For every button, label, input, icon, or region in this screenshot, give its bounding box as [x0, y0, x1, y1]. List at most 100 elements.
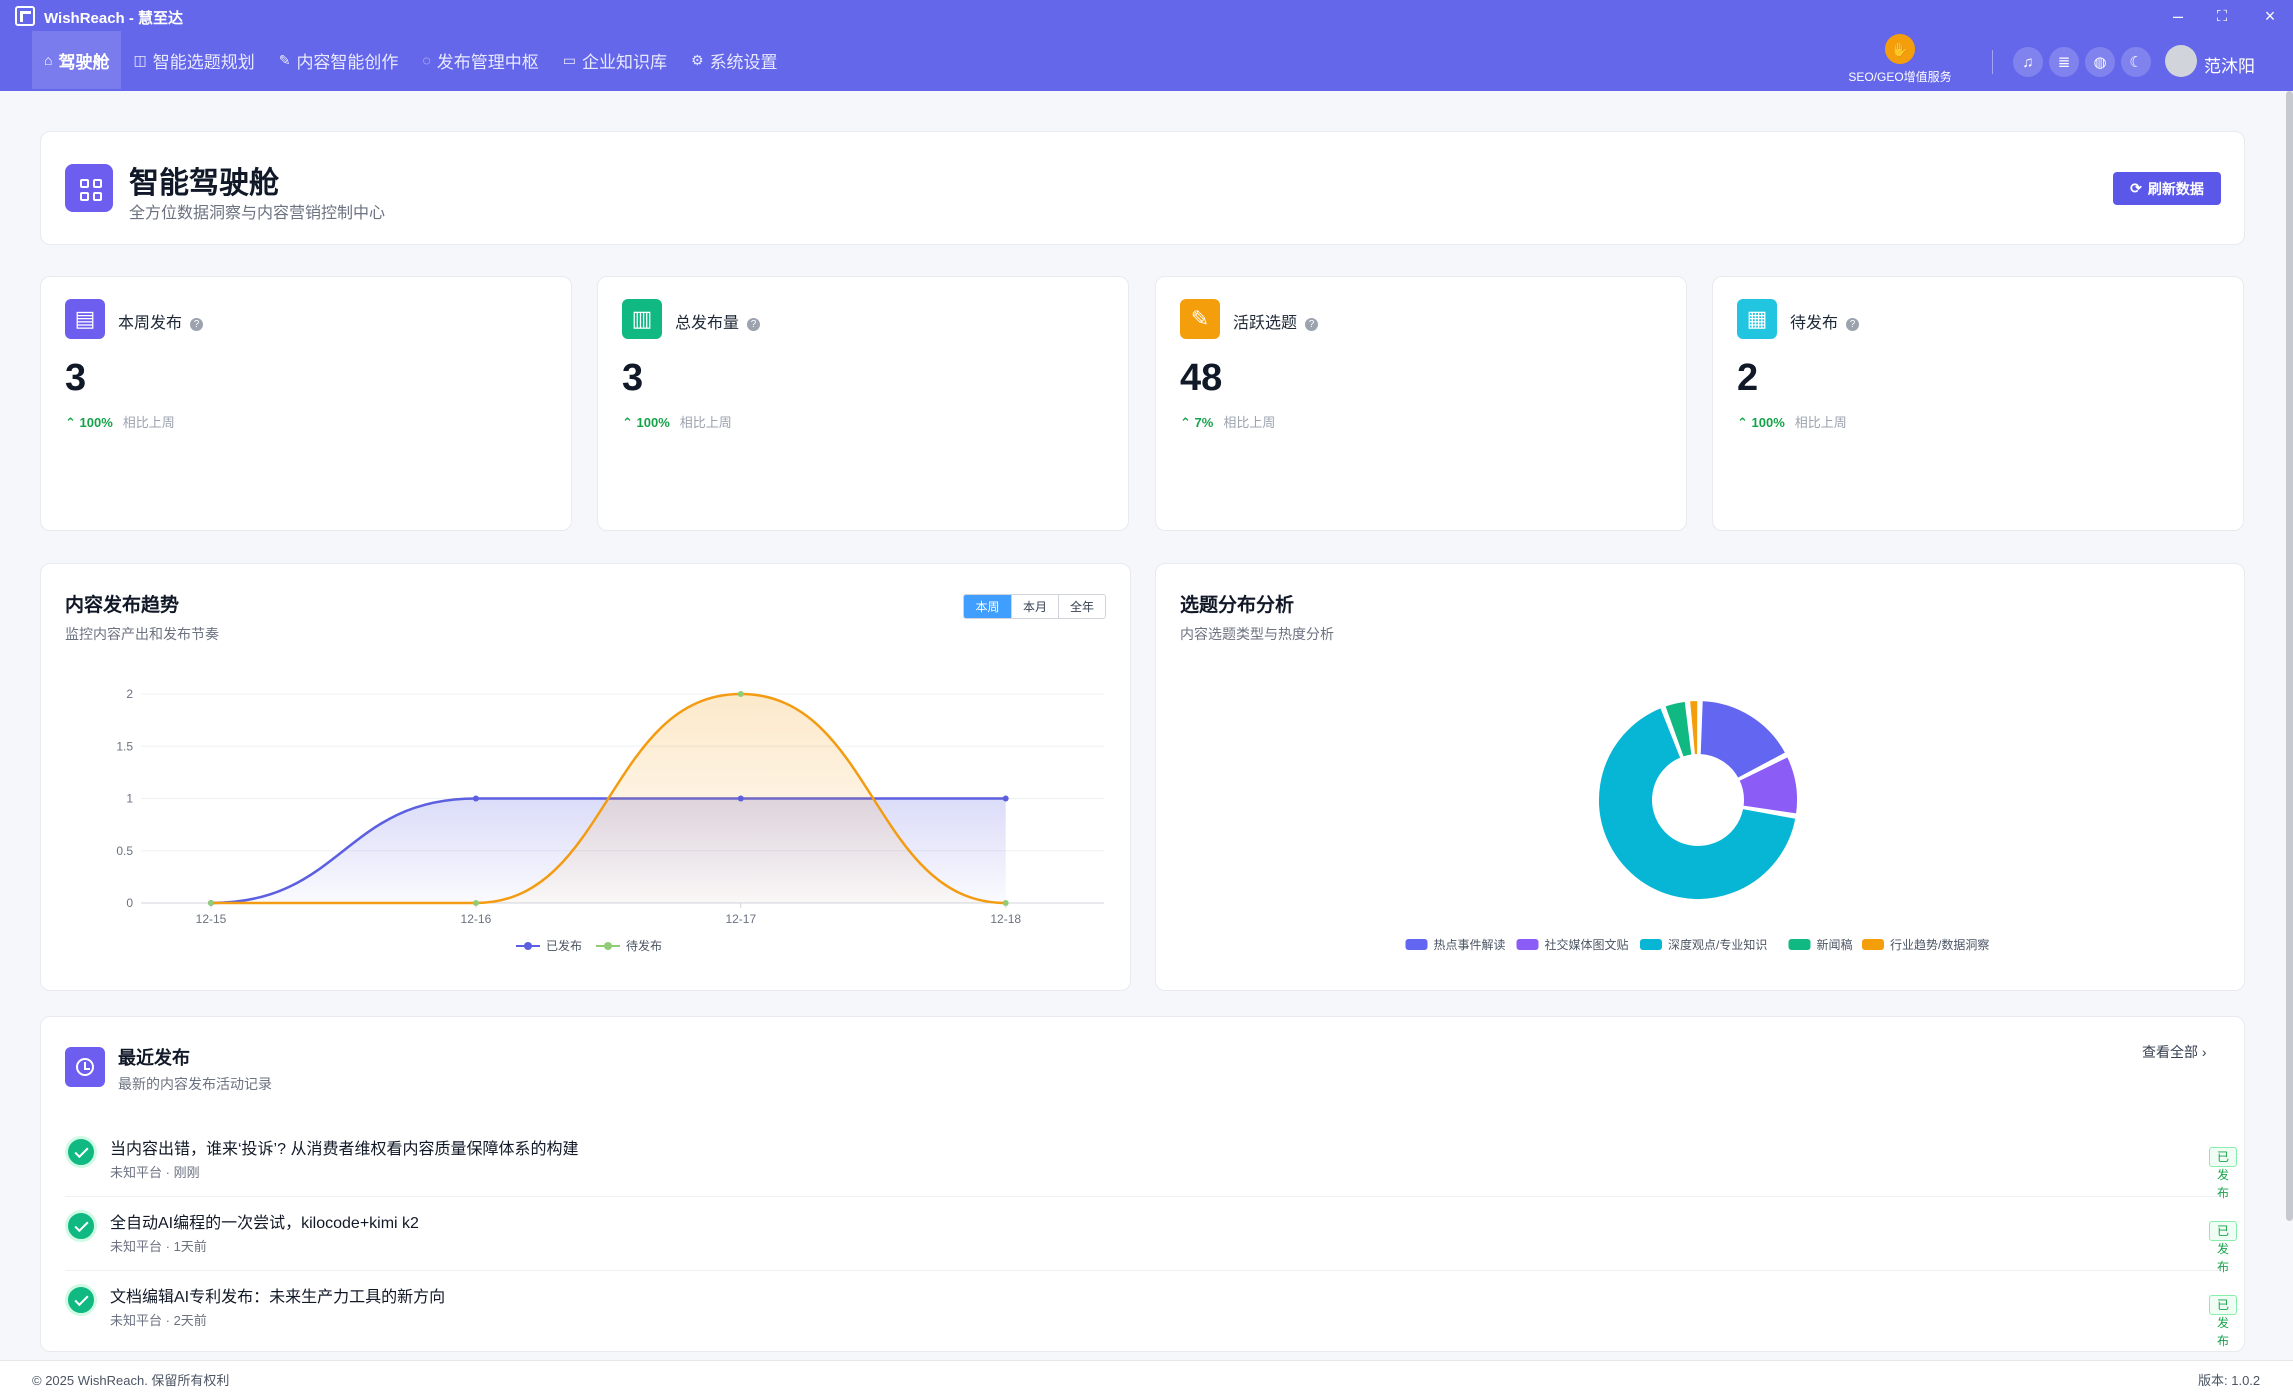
x-tick-label: 12-15 [196, 912, 227, 926]
legend-marker [524, 942, 532, 950]
data-point [1002, 795, 1009, 802]
legend-label: 待发布 [626, 938, 662, 953]
nav-item-label: 系统设置 [709, 52, 778, 72]
help-icon[interactable]: ? [1846, 318, 1860, 331]
refresh-data-button[interactable]: ⟳ 刷新数据 [2113, 172, 2221, 205]
legend-swatch [1862, 939, 1884, 950]
item-time: 2天前 [173, 1313, 207, 1328]
pie-slice [1597, 706, 1798, 901]
recent-publish-card: 最近发布 最新的内容发布活动记录 查看全部 › 当内容出错，谁来‘投诉’? 从消… [40, 1016, 2245, 1352]
nav-item-settings[interactable]: ⚙ 系统设置 [679, 31, 790, 89]
calendar-icon: ▦ [1737, 299, 1777, 339]
distribution-title: 选题分布分析 [1180, 595, 1295, 616]
legend-swatch [1640, 939, 1662, 950]
legend-label: 行业趋势/数据洞察 [1890, 937, 1989, 952]
x-tick-label: 12-18 [990, 912, 1021, 926]
list-item[interactable]: 当内容出错，谁来‘投诉’? 从消费者维权看内容质量保障体系的构建 未知平台 · … [65, 1123, 2238, 1200]
stat-value: 3 [622, 357, 644, 399]
y-tick-label: 0 [126, 896, 133, 910]
x-tick-label: 12-16 [461, 912, 492, 926]
help-icon[interactable]: ? [1305, 318, 1319, 331]
y-tick-label: 1 [126, 792, 133, 806]
stat-label: 待发布 [1790, 315, 1839, 332]
legend-swatch [1405, 939, 1428, 950]
user-name[interactable]: 范沐阳 [2204, 57, 2255, 76]
item-title[interactable]: 当内容出错，谁来‘投诉’? 从消费者维权看内容质量保障体系的构建 [110, 1141, 579, 1158]
nav-item-label: 内容智能创作 [296, 52, 399, 72]
seo-service-button[interactable]: ✋ SEO/GEO增值服务 [1845, 34, 1955, 85]
help-icon[interactable]: ? [747, 318, 761, 331]
item-platform: 未知平台 [110, 1165, 163, 1180]
moon-icon[interactable]: ☾ [2121, 47, 2151, 77]
tab-month[interactable]: 本月 [1011, 595, 1058, 618]
status-badge: 已发布 [2209, 1295, 2238, 1348]
stat-change: ⌃ 100% [622, 415, 670, 430]
maximize-icon[interactable]: ⛶ [2216, 7, 2228, 25]
stat-card-pending: ▦ 待发布? 2 ⌃ 100% 相比上周 [1712, 276, 2244, 531]
legend-marker [604, 942, 612, 950]
data-point [737, 691, 744, 697]
avatar[interactable] [2165, 45, 2197, 77]
item-title[interactable]: 文档编辑AI专利发布：未来生产力工具的新方向 [110, 1289, 446, 1306]
legend-label: 新闻稿 [1817, 937, 1853, 952]
legend-swatch [1788, 939, 1811, 950]
database-icon[interactable]: ≣ [2049, 47, 2079, 77]
help-icon[interactable]: ? [190, 318, 204, 331]
stat-change: ⌃ 7% [1180, 415, 1214, 430]
nav-item-publish-center[interactable]: ◌ 发布管理中枢 [410, 31, 550, 89]
publish-trend-card: 内容发布趋势 监控内容产出和发布节奏 本周 本月 全年 0 0.5 1 1.5 2 12-… [40, 563, 1131, 991]
stat-label: 活跃选题 [1233, 315, 1298, 332]
headset-icon[interactable]: ♫ [2013, 47, 2043, 77]
copyright: © 2025 WishReach. 保留所有权利 [32, 1373, 230, 1388]
nav-item-topic-planning[interactable]: ◫ 智能选题规划 [121, 31, 266, 89]
dashboard-grid-icon [65, 164, 113, 212]
pie-slice [1688, 699, 1700, 757]
stat-compare: 相比上周 [679, 415, 732, 430]
pencil-square-icon: ✎ [1180, 299, 1220, 339]
legend-label: 社交媒体图文贴 [1545, 937, 1629, 952]
page-subtitle: 全方位数据洞察与内容营销控制中心 [129, 205, 386, 222]
x-tick-label: 12-17 [725, 912, 756, 926]
presentation-icon: ▥ [622, 299, 662, 339]
status-badge: 已发布 [2209, 1221, 2238, 1274]
trend-subtitle: 监控内容产出和发布节奏 [65, 626, 219, 642]
stat-label: 总发布量 [675, 315, 740, 332]
stat-compare: 相比上周 [1794, 415, 1847, 430]
view-all-link[interactable]: 查看全部 › [2142, 1044, 2207, 1060]
nav-item-cockpit[interactable]: ⌂ 驾驶舱 [32, 31, 122, 89]
legend-swatch [1516, 939, 1539, 950]
tab-year[interactable]: 全年 [1058, 595, 1105, 618]
data-point [208, 900, 214, 906]
y-tick-label: 1.5 [116, 739, 133, 753]
minimize-icon[interactable]: – [2172, 5, 2183, 26]
list-item[interactable]: 文档编辑AI专利发布：未来生产力工具的新方向 未知平台 · 2天前 已发布 [65, 1271, 2238, 1348]
data-point [472, 795, 479, 802]
period-tabs: 本周 本月 全年 [963, 594, 1106, 619]
nav-item-knowledge-base[interactable]: ▭ 企业知识库 [551, 31, 679, 89]
close-icon[interactable]: × [2264, 5, 2276, 26]
stat-value: 3 [65, 357, 87, 399]
y-tick-label: 0.5 [116, 844, 133, 858]
edit-icon: ✎ [278, 51, 291, 68]
pie-slice [1663, 699, 1694, 759]
list-item[interactable]: 全自动AI编程的一次尝试，kilocode+kimi k2 未知平台 · 1天前… [65, 1197, 2238, 1274]
item-title[interactable]: 全自动AI编程的一次尝试，kilocode+kimi k2 [110, 1215, 419, 1232]
tab-week[interactable]: 本周 [964, 595, 1011, 618]
nav-item-label: 发布管理中枢 [436, 52, 539, 72]
publish-trend-chart: 0 0.5 1 1.5 2 12-15 12-16 12-17 12-18 已发布 待发布 [116, 687, 1104, 953]
nav-item-content-creation[interactable]: ✎ 内容智能创作 [267, 31, 411, 89]
nav-item-label: 智能选题规划 [152, 52, 255, 72]
item-platform: 未知平台 [110, 1239, 163, 1254]
document-icon: ▤ [65, 299, 105, 339]
version: 版本: 1.0.2 [2198, 1373, 2261, 1388]
gear-icon: ⚙ [691, 51, 704, 68]
data-point [1002, 900, 1009, 906]
y-tick-label: 2 [126, 687, 133, 701]
page-scrollbar[interactable] [2286, 91, 2293, 1221]
message-icon[interactable]: ◍ [2085, 47, 2115, 77]
chevron-right-icon: › [2201, 1044, 2207, 1060]
stat-card-weekly-publish: ▤ 本周发布? 3 ⌃ 100% 相比上周 [40, 276, 572, 531]
refresh-data-label: 刷新数据 [2147, 180, 2204, 197]
home-icon: ⌂ [44, 52, 53, 68]
box-icon: ▭ [562, 51, 576, 68]
